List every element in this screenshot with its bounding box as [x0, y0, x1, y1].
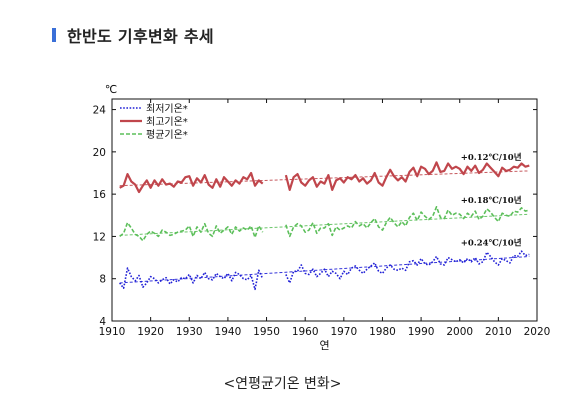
- chart-caption: <연평균기온 변화>: [223, 376, 342, 392]
- trend-label: +0.18℃/10년: [461, 195, 522, 206]
- legend-label: 최저기온*: [146, 103, 188, 115]
- series-line: [119, 161, 530, 194]
- x-tick-label: 1940: [215, 326, 242, 338]
- section-title: 한반도 기후변화 추세: [67, 27, 214, 46]
- x-tick-label: 1920: [137, 326, 164, 338]
- trend-label: +0.12℃/10년: [461, 152, 522, 163]
- y-axis-unit: ℃: [105, 83, 117, 96]
- x-tick-label: 1980: [369, 326, 396, 338]
- y-tick-label: 12: [93, 231, 106, 243]
- x-tick-label: 1990: [408, 326, 435, 338]
- x-tick-label: 2020: [524, 326, 551, 338]
- series-line: [119, 250, 530, 291]
- legend-label: 최고기온*: [146, 116, 188, 128]
- plot-frame: [111, 98, 538, 322]
- x-tick-label: 1950: [253, 326, 280, 338]
- x-tick-label: 2000: [446, 326, 473, 338]
- y-tick-label: 24: [93, 105, 107, 117]
- trend-line: [119, 213, 530, 236]
- y-tick-label: 4: [99, 316, 106, 328]
- y-tick-label: 8: [99, 274, 106, 286]
- y-tick-label: 16: [93, 189, 107, 201]
- x-axis-title: 연: [319, 339, 329, 352]
- x-tick-label: 2010: [485, 326, 512, 338]
- section-header: 한반도 기후변화 추세: [52, 26, 214, 46]
- legend-label: 평균기온*: [146, 129, 188, 141]
- x-tick-label: 1930: [176, 326, 203, 338]
- series-lines: [119, 161, 530, 291]
- trend-line: [119, 170, 530, 187]
- series-line: [119, 206, 530, 242]
- x-tick-label: 1910: [99, 326, 126, 338]
- trend-labels: +0.24℃/10년 +0.12℃/10년 +0.18℃/10년: [461, 152, 522, 249]
- section-marker: [52, 28, 56, 42]
- x-tick-label: 1960: [292, 326, 319, 338]
- y-tick-label: 20: [93, 147, 106, 159]
- chart-axes: 1910 1920 1930 1940 1950 1960 1970 1980 1990 2000…: [93, 98, 551, 338]
- chart-legend: 최저기온*최고기온*평균기온*: [120, 103, 188, 141]
- temperature-chart: 1910 1920 1930 1940 1950 1960 1970 1980 1990 2000…: [93, 83, 551, 352]
- x-tick-label: 1970: [330, 326, 357, 338]
- trend-label: +0.24℃/10년: [461, 238, 522, 249]
